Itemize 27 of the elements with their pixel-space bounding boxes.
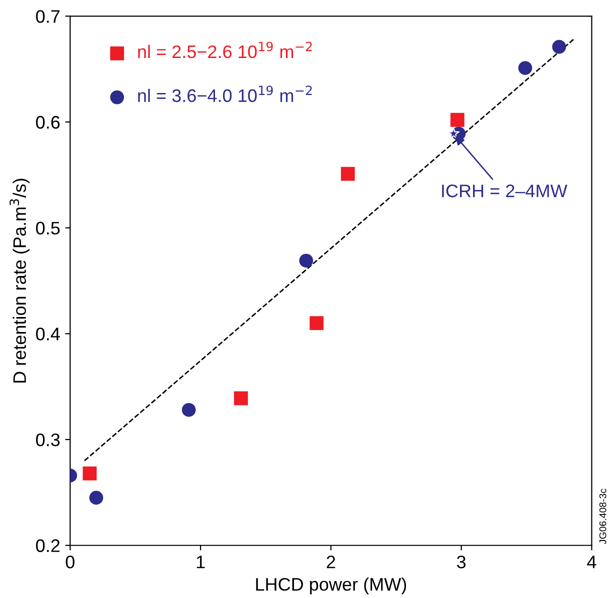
- point: [82, 466, 97, 480]
- y-tick-label: 0.7: [36, 10, 60, 23]
- point: [89, 490, 104, 505]
- x-tick-label: 1: [196, 556, 205, 568]
- point: [518, 61, 532, 75]
- point: [299, 254, 314, 268]
- x-tick-label: 0: [66, 556, 74, 568]
- annotation: ICRH = 2–4MW: [442, 184, 568, 198]
- point: [234, 391, 248, 406]
- y-tick-label: 0.4: [36, 328, 60, 340]
- legend-label: nl = 2.5−2.6 10$^{19}$ m$^{−2}$: [138, 42, 312, 58]
- point: [340, 166, 355, 181]
- point: [552, 40, 566, 54]
- y-tick-label: 0.3: [36, 433, 60, 446]
- legend-label: nl = 3.6−4.0 10$^{19}$ m$^{−2}$: [138, 86, 312, 102]
- point: [450, 112, 464, 127]
- y-axis-title: D retention rate (Pa.m$^{3}$/s): [10, 178, 30, 383]
- point: [182, 402, 196, 417]
- y-tick-label: 0.6: [36, 116, 60, 129]
- x-tick-label: 4: [587, 556, 596, 568]
- y-tick-label: 0.5: [36, 222, 60, 235]
- y-tick-label: 0.2: [36, 539, 60, 552]
- x-axis-title: LHCD power (MW): [256, 577, 406, 594]
- x-tick-label: 3: [456, 556, 466, 568]
- text: JG06.408-3c: [599, 488, 606, 544]
- point: [310, 316, 324, 330]
- x-tick-label: 2: [326, 556, 336, 568]
